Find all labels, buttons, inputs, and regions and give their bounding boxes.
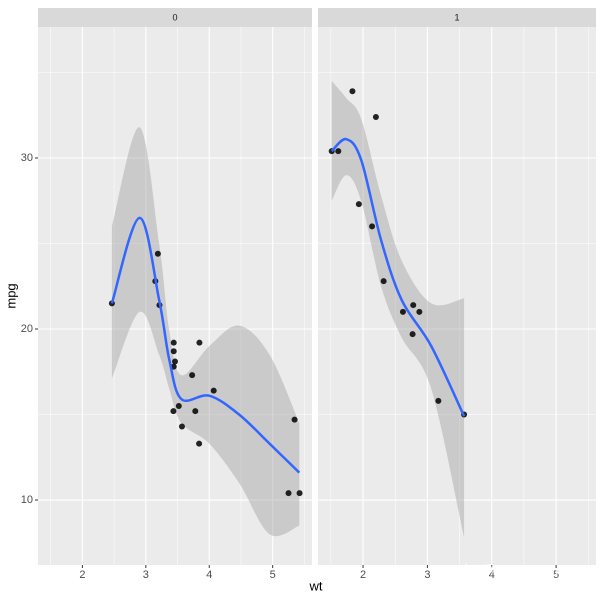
smooth-line bbox=[330, 137, 466, 417]
panel-background bbox=[38, 27, 312, 565]
point bbox=[285, 490, 292, 497]
x-tick-label: 2 bbox=[79, 569, 85, 581]
point bbox=[172, 358, 178, 365]
point bbox=[170, 348, 177, 355]
point bbox=[399, 308, 406, 315]
point bbox=[335, 148, 342, 155]
strip bbox=[318, 8, 596, 27]
point bbox=[189, 372, 196, 379]
point bbox=[416, 308, 423, 315]
point bbox=[196, 339, 203, 346]
strip-label: 1 bbox=[454, 12, 459, 22]
point bbox=[409, 331, 416, 338]
x-tick-label: 2 bbox=[360, 569, 366, 581]
y-tick-label: 30 bbox=[21, 152, 33, 164]
point bbox=[355, 201, 362, 208]
x-tick-label: 4 bbox=[489, 569, 495, 581]
point bbox=[192, 408, 199, 415]
strip bbox=[38, 8, 312, 27]
point bbox=[170, 408, 177, 415]
point bbox=[380, 278, 387, 285]
point bbox=[369, 223, 376, 230]
y-axis-title: mpg bbox=[3, 283, 18, 308]
point bbox=[175, 402, 182, 409]
point bbox=[196, 440, 203, 447]
x-tick-label: 5 bbox=[270, 569, 276, 581]
point bbox=[170, 339, 177, 346]
smooth-line bbox=[110, 216, 301, 474]
x-tick-label: 5 bbox=[553, 569, 559, 581]
x-axis-title: wt bbox=[309, 578, 323, 593]
point bbox=[178, 423, 185, 430]
point bbox=[372, 113, 379, 120]
point bbox=[410, 302, 417, 309]
confidence-band bbox=[331, 81, 465, 538]
watermark: 知乎 @timering bbox=[463, 563, 573, 581]
x-tick-label: 3 bbox=[424, 569, 430, 581]
x-tick-label: 4 bbox=[206, 569, 212, 581]
y-tick-label: 20 bbox=[21, 323, 33, 335]
confidence-band bbox=[111, 127, 300, 537]
point bbox=[154, 250, 161, 257]
point bbox=[210, 387, 217, 394]
point bbox=[296, 490, 303, 497]
x-tick-label: 3 bbox=[143, 569, 149, 581]
strip-label: 0 bbox=[172, 12, 177, 22]
y-tick-label: 10 bbox=[21, 494, 33, 506]
point bbox=[349, 88, 356, 95]
panel-background bbox=[318, 27, 596, 565]
point bbox=[435, 397, 442, 404]
point bbox=[291, 416, 298, 423]
